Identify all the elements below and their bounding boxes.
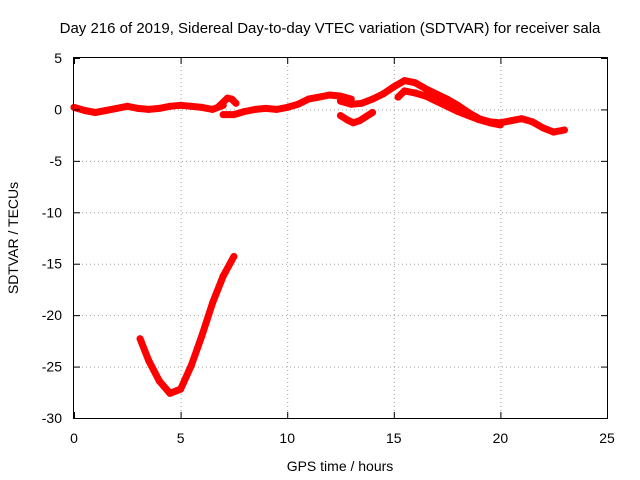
data-point xyxy=(177,385,185,393)
x-axis-label: GPS time / hours xyxy=(287,458,394,474)
x-tick-label: 10 xyxy=(279,430,295,446)
data-point xyxy=(394,93,402,101)
data-point xyxy=(411,79,419,87)
data-point xyxy=(230,111,238,119)
x-tick-label: 0 xyxy=(70,430,78,446)
series-3 xyxy=(219,91,355,119)
data-point xyxy=(337,97,344,105)
data-point xyxy=(379,90,387,98)
data-point xyxy=(347,100,355,108)
data-point xyxy=(454,108,462,115)
series-layer xyxy=(70,77,568,397)
chart-title: Day 216 of 2019, Sidereal Day-to-day VTE… xyxy=(60,20,601,37)
data-point xyxy=(518,115,526,123)
data-point xyxy=(155,377,163,385)
data-point xyxy=(232,99,240,107)
data-point xyxy=(187,362,195,369)
data-point xyxy=(198,332,206,340)
data-point xyxy=(475,116,483,124)
series-6 xyxy=(337,109,376,127)
data-point xyxy=(443,95,451,103)
data-point xyxy=(136,335,144,343)
data-point xyxy=(91,109,99,116)
data-point xyxy=(362,113,370,121)
data-point xyxy=(496,121,504,129)
data-point xyxy=(326,91,334,99)
data-point xyxy=(401,87,408,95)
data-point xyxy=(166,102,174,110)
data-point xyxy=(198,103,206,111)
y-tick-label: -10 xyxy=(42,204,62,220)
data-point xyxy=(166,389,174,397)
data-point xyxy=(337,112,344,120)
data-point xyxy=(358,99,366,107)
data-point xyxy=(464,112,472,120)
data-point xyxy=(432,90,440,98)
data-point xyxy=(273,105,280,113)
data-point xyxy=(145,356,153,364)
data-point xyxy=(155,104,163,112)
ticks: 0 5 10 15 20 25 5 0 -5 -10 -15 -20 -25 -30 xyxy=(42,50,615,446)
x-tick-label: 5 xyxy=(177,430,185,446)
series-2 xyxy=(215,94,240,110)
data-point xyxy=(422,85,430,93)
series-line xyxy=(337,77,568,136)
data-point xyxy=(539,124,547,132)
y-tick-label: -5 xyxy=(50,153,63,169)
data-point xyxy=(219,272,227,280)
data-point xyxy=(113,104,121,112)
x-tick-label: 20 xyxy=(493,430,509,446)
data-point xyxy=(411,89,419,97)
data-point xyxy=(145,105,153,113)
data-point xyxy=(528,118,536,126)
y-tick-label: -25 xyxy=(42,359,62,375)
data-point xyxy=(294,100,302,108)
data-point xyxy=(390,83,398,91)
data-point xyxy=(187,102,195,110)
plot-frame xyxy=(73,57,608,419)
data-point xyxy=(123,102,131,110)
data-point xyxy=(283,103,291,111)
data-point xyxy=(251,105,259,113)
data-point xyxy=(422,92,430,100)
data-point xyxy=(356,117,364,125)
data-point xyxy=(443,102,451,110)
data-point xyxy=(369,95,376,103)
data-point xyxy=(102,107,110,114)
data-point xyxy=(349,119,357,127)
x-tick-label: 15 xyxy=(386,430,402,446)
data-point xyxy=(241,108,249,115)
data-point xyxy=(507,117,515,125)
data-point xyxy=(343,116,351,124)
data-point xyxy=(369,109,376,116)
series-1 xyxy=(70,101,227,116)
data-point xyxy=(401,77,408,85)
data-point xyxy=(177,101,185,109)
y-axis-label: SDTVAR / TECUs xyxy=(5,182,21,294)
series-5 xyxy=(394,87,504,129)
data-point xyxy=(432,97,440,105)
data-point xyxy=(337,92,344,100)
data-point xyxy=(134,104,142,112)
series-7 xyxy=(136,253,238,397)
x-tick-label: 25 xyxy=(599,430,615,446)
data-point xyxy=(560,126,568,134)
data-point xyxy=(209,105,217,113)
data-point xyxy=(550,128,558,136)
data-point xyxy=(230,253,238,260)
data-point xyxy=(315,93,323,101)
y-tick-label: -15 xyxy=(42,256,62,272)
data-point xyxy=(262,104,270,112)
data-point xyxy=(305,95,312,103)
y-tick-label: 0 xyxy=(54,101,62,117)
series-line xyxy=(136,253,238,397)
y-tick-label: -20 xyxy=(42,307,62,323)
data-point xyxy=(209,299,217,307)
data-point xyxy=(81,107,89,114)
y-tick-label: 5 xyxy=(54,50,62,66)
y-tick-label: -30 xyxy=(42,410,62,426)
data-point xyxy=(219,111,227,119)
data-point xyxy=(486,119,494,127)
